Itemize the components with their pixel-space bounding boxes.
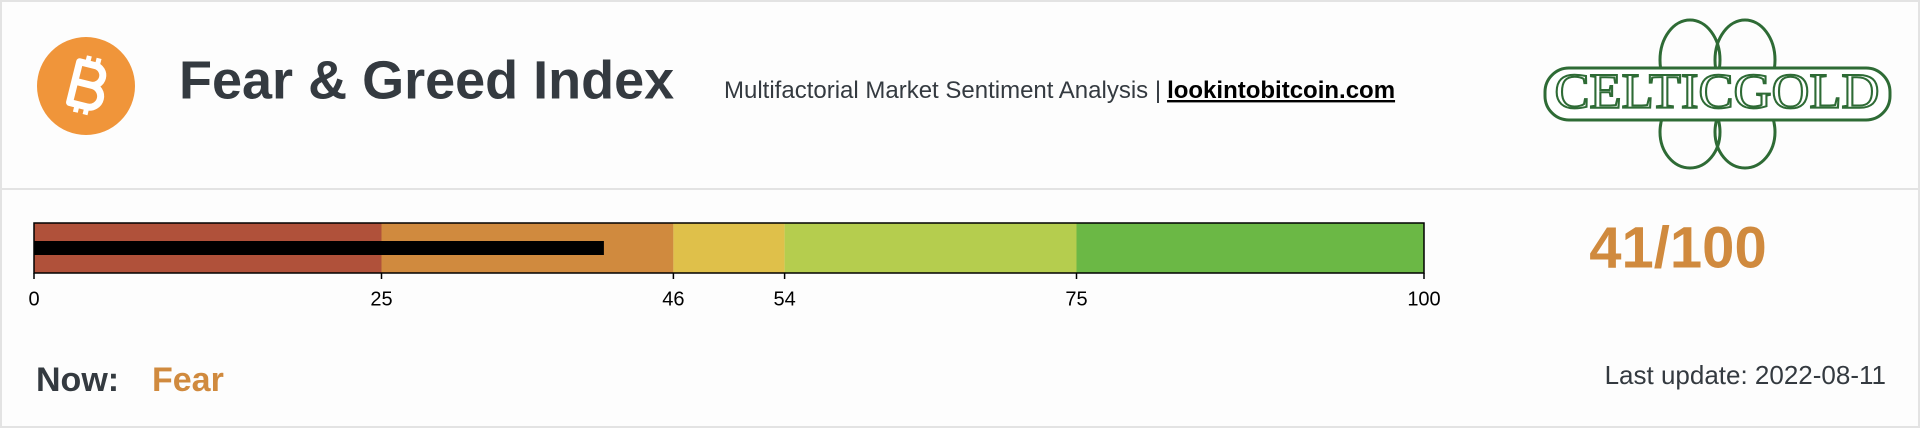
x-tick-label: 75: [1065, 288, 1087, 310]
title: Fear & Greed Index: [179, 50, 674, 110]
bitcoin-icon: [37, 37, 135, 135]
subtitle-text: Multifactorial Market Sentiment Analysis…: [724, 77, 1161, 104]
value-bar: [34, 241, 604, 255]
x-tick-label: 54: [773, 288, 795, 310]
band: [1076, 223, 1424, 273]
subtitle: Multifactorial Market Sentiment Analysis…: [724, 77, 1395, 104]
status-label: Now:: [36, 361, 119, 399]
x-tick-label: 0: [28, 288, 39, 310]
source-link[interactable]: lookintobitcoin.com: [1167, 77, 1395, 104]
x-tick-label: 100: [1407, 288, 1440, 310]
logo-text: CELTICGOLD: [1555, 62, 1880, 118]
band: [784, 223, 1077, 273]
x-tick-label: 46: [662, 288, 684, 310]
logo: CELTICGOLD: [1543, 18, 1892, 170]
last-update: Last update: 2022-08-11: [1605, 360, 1886, 390]
x-tick-label: 25: [370, 288, 392, 310]
status-value: Fear: [152, 361, 224, 399]
band: [673, 223, 785, 273]
value-label: 41/100: [1589, 215, 1766, 280]
